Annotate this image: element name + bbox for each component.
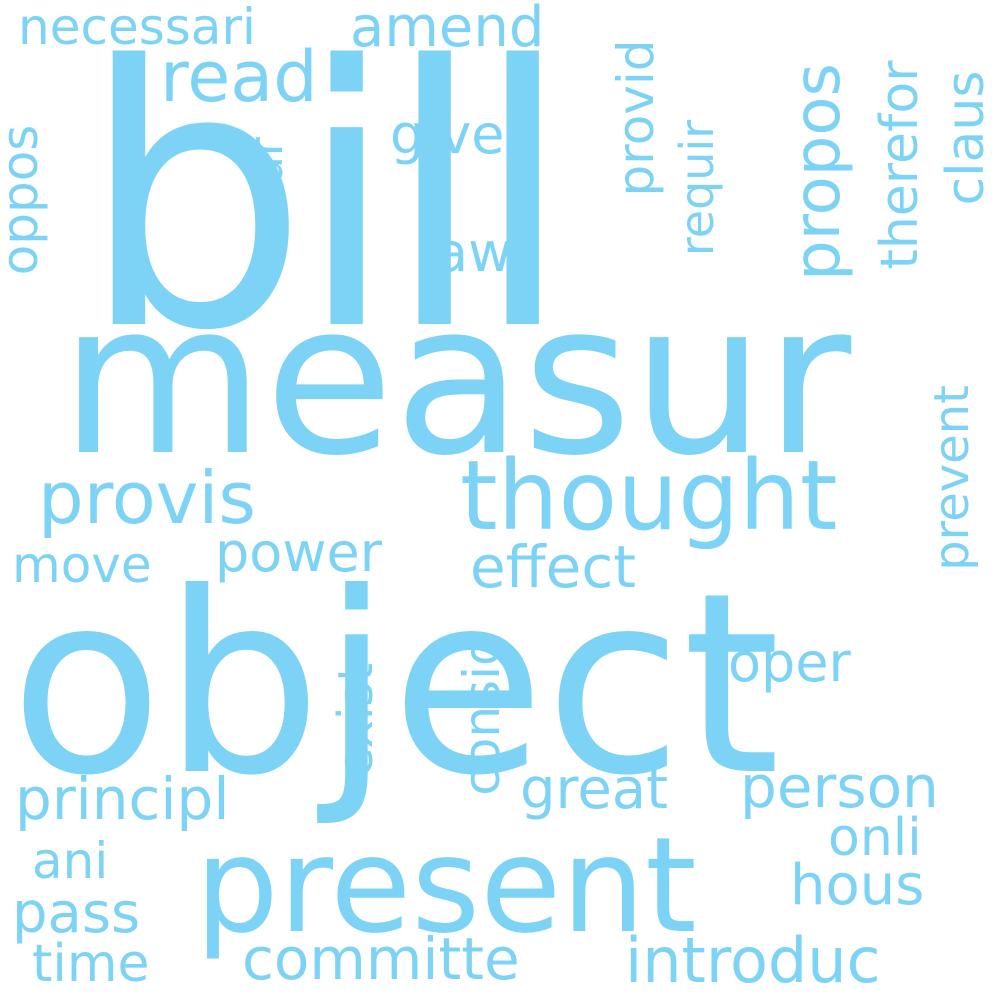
word-present: present: [195, 809, 697, 963]
word-claus: claus: [936, 70, 996, 206]
word-propos: propos: [781, 63, 855, 281]
word-necessari: necessari: [18, 0, 256, 56]
word-oppos: oppos: [0, 124, 49, 276]
word-bill: bill: [80, 0, 573, 409]
word-measur: measur: [60, 257, 852, 502]
word-power: power: [215, 521, 382, 584]
word-requir: requir: [670, 119, 724, 257]
word-provis: provis: [38, 456, 256, 540]
word-time: time: [32, 934, 150, 994]
word-onli: onli: [828, 808, 922, 868]
word-introduc: introduc: [625, 924, 881, 997]
word-object: object: [10, 539, 781, 830]
word-therefor: therefor: [870, 60, 930, 270]
word-consid: consid: [453, 634, 511, 796]
word-pass: pass: [12, 881, 141, 946]
word-hous: hous: [790, 853, 925, 918]
word-principl: principl: [15, 765, 230, 833]
word-person: person: [740, 753, 939, 821]
word-great: great: [520, 757, 669, 822]
word-secur: secur: [239, 137, 293, 263]
word-prevent: prevent: [924, 385, 980, 571]
word-move: move: [12, 536, 152, 594]
word-provid: provid: [607, 39, 665, 197]
word-law: law: [420, 221, 513, 284]
word-thought: thought: [460, 440, 838, 552]
word-read: read: [160, 36, 318, 118]
word-effect: effect: [470, 533, 636, 601]
word-amend: amend: [350, 0, 545, 60]
word-committe: committe: [242, 925, 520, 993]
word-ani: ani: [32, 832, 109, 890]
word-give: give: [390, 103, 505, 166]
word-exist: exist: [328, 662, 384, 778]
word-oper: oper: [728, 631, 851, 694]
